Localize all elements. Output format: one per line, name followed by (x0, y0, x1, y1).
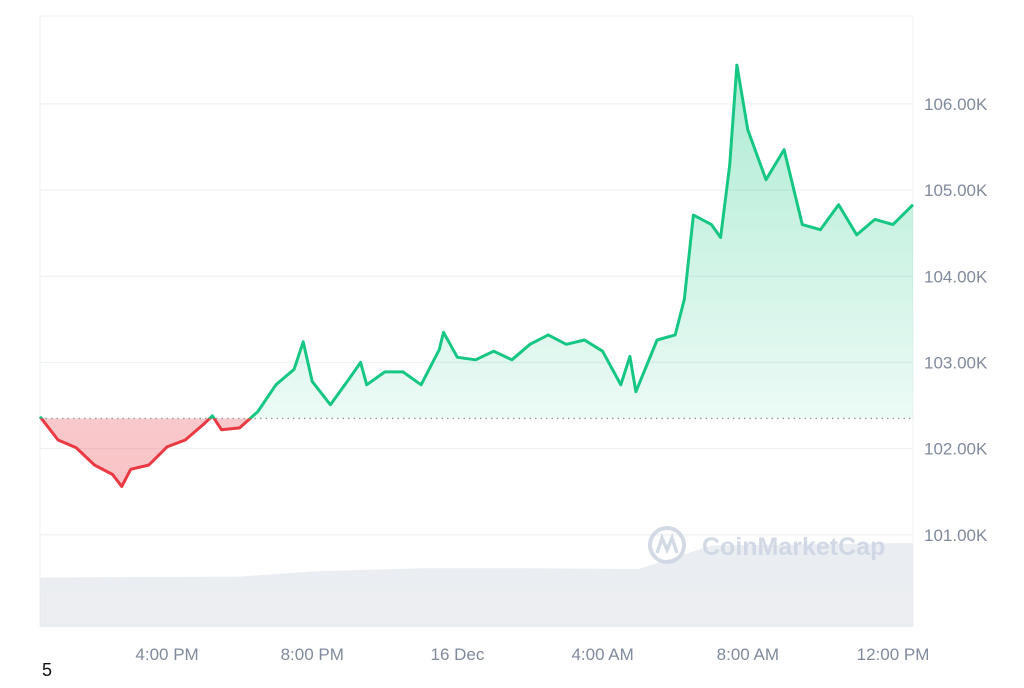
x-axis: 4:00 PM 8:00 PM 16 Dec 4:00 AM 8:00 AM 12:00 … (135, 645, 929, 664)
y-tick-label: 103.00K (924, 353, 988, 372)
x-tick-label: 4:00 AM (571, 645, 633, 664)
y-axis: 101.00K 102.00K 103.00K 104.00K 105.00K 106.0… (924, 95, 988, 545)
y-tick-label: 101.00K (924, 526, 988, 545)
watermark-text: CoinMarketCap (702, 533, 885, 561)
footer-text: 5 (42, 660, 52, 681)
y-tick-label: 102.00K (924, 440, 988, 459)
x-tick-label: 8:00 PM (281, 645, 344, 664)
x-tick-label: 12:00 PM (857, 645, 930, 664)
y-tick-label: 104.00K (924, 267, 988, 286)
y-tick-label: 106.00K (924, 95, 988, 114)
x-tick-label: 8:00 AM (717, 645, 779, 664)
x-tick-label: 4:00 PM (135, 645, 198, 664)
y-tick-label: 105.00K (924, 181, 988, 200)
x-tick-label: 16 Dec (431, 645, 485, 664)
